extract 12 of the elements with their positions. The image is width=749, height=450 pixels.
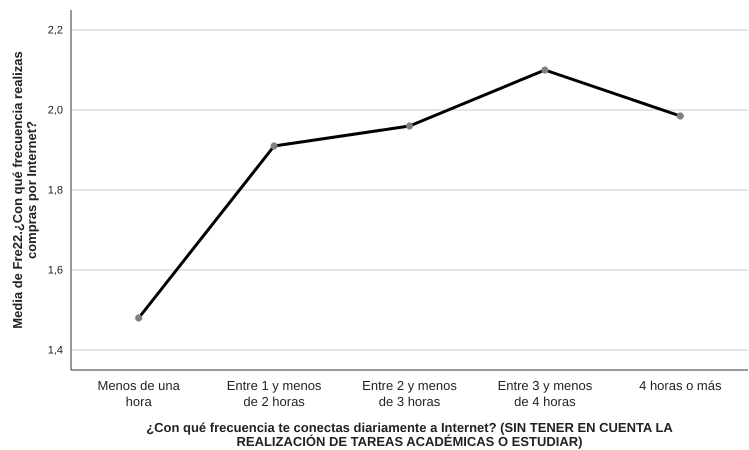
y-tick-label: 2,2 — [48, 24, 63, 37]
x-tick-label: Menos de una hora — [97, 378, 181, 409]
y-tick-label: 2,0 — [48, 104, 63, 117]
x-tick-label: 4 horas o más — [639, 378, 722, 393]
y-axis-title: Media de Fre22.¿Con qué frecuencia realizas compras por Internet? — [10, 51, 39, 329]
x-tick-label: Entre 2 y menos de 3 horas — [362, 378, 458, 409]
y-tick-label: 1,4 — [48, 344, 63, 357]
x-tick-label: Entre 1 y menos de 2 horas — [226, 378, 322, 409]
y-tick-label: 1,6 — [48, 264, 63, 277]
x-axis-title: ¿Con qué frecuencia te conectas diariamente a Internet? (SIN TENER EN CUENTA LA REALIZACIÓN DE TAREAS ACADÉMICAS O ESTUDIAR) — [146, 420, 674, 449]
y-tick-label: 1,8 — [48, 184, 63, 197]
x-tick-label: Entre 3 y menos de 4 horas — [498, 378, 593, 409]
